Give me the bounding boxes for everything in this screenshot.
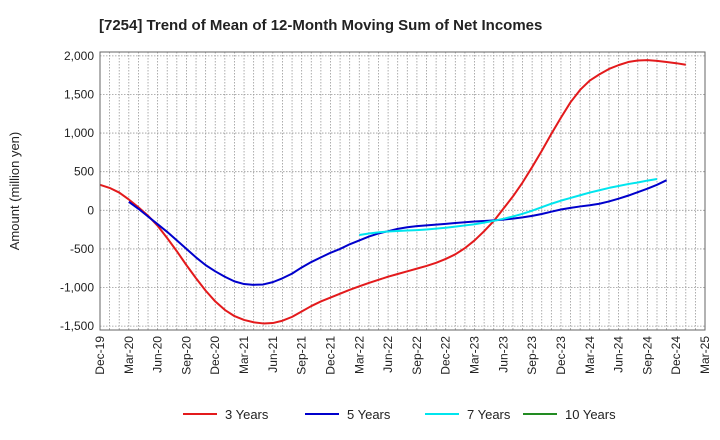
x-tick-label: Jun-20 <box>151 336 165 373</box>
x-tick-label: Mar-21 <box>237 336 251 374</box>
legend-label: 7 Years <box>467 407 511 422</box>
legend: 3 Years 5 Years 7 Years 10 Years <box>183 407 616 422</box>
y-tick-label: 1,000 <box>64 126 94 140</box>
x-tick-label: Dec-21 <box>323 336 337 375</box>
y-tick-label: 0 <box>87 203 94 217</box>
y-axis-label: Amount (million yen) <box>7 132 22 251</box>
legend-label: 3 Years <box>225 407 269 422</box>
x-tick-label: Dec-23 <box>554 336 568 375</box>
y-tick-label: -1,000 <box>60 281 94 295</box>
y-tick-label: -500 <box>70 242 94 256</box>
grid <box>100 52 705 330</box>
x-tick-label: Jun-24 <box>612 336 626 373</box>
x-tick-label: Mar-22 <box>352 336 366 374</box>
y-tick-label: 2,000 <box>64 49 94 63</box>
plot-frame <box>99 51 706 331</box>
x-tick-label: Mar-23 <box>468 336 482 374</box>
series-line-7-years <box>359 178 658 237</box>
series-line-3-years <box>99 59 686 325</box>
x-tick-label: Dec-19 <box>93 336 107 375</box>
x-tick-label: Dec-22 <box>439 336 453 375</box>
chart-title: [7254] Trend of Mean of 12-Month Moving … <box>99 17 542 34</box>
x-tick-label: Dec-24 <box>669 336 683 375</box>
x-tick-label: Sep-24 <box>640 336 654 375</box>
x-tick-label: Mar-25 <box>698 336 712 374</box>
x-tick-label: Sep-23 <box>525 336 539 375</box>
series-layer <box>99 59 686 325</box>
y-tick-label: -1,500 <box>60 319 94 333</box>
series-line-5-years <box>128 179 668 286</box>
x-tick-label: Mar-20 <box>122 336 136 374</box>
x-tick-label: Mar-24 <box>583 336 597 374</box>
x-tick-label: Dec-20 <box>208 336 222 375</box>
x-tick-label: Sep-20 <box>179 336 193 375</box>
x-tick-label: Sep-21 <box>295 336 309 375</box>
x-tick-label: Sep-22 <box>410 336 424 375</box>
x-tick-label: Jun-23 <box>496 336 510 373</box>
y-tick-labels: 2,000 1,500 1,000 500 0 -500 -1,000 -1,500 <box>60 49 94 333</box>
legend-label: 5 Years <box>347 407 391 422</box>
legend-label: 10 Years <box>565 407 616 422</box>
x-tick-labels: Dec-19 Mar-20 Jun-20 Sep-20 Dec-20 Mar-21 Jun-… <box>93 336 712 375</box>
x-tick-label: Jun-21 <box>266 336 280 373</box>
x-tick-label: Jun-22 <box>381 336 395 373</box>
y-tick-label: 1,500 <box>64 87 94 101</box>
y-tick-label: 500 <box>74 165 94 179</box>
